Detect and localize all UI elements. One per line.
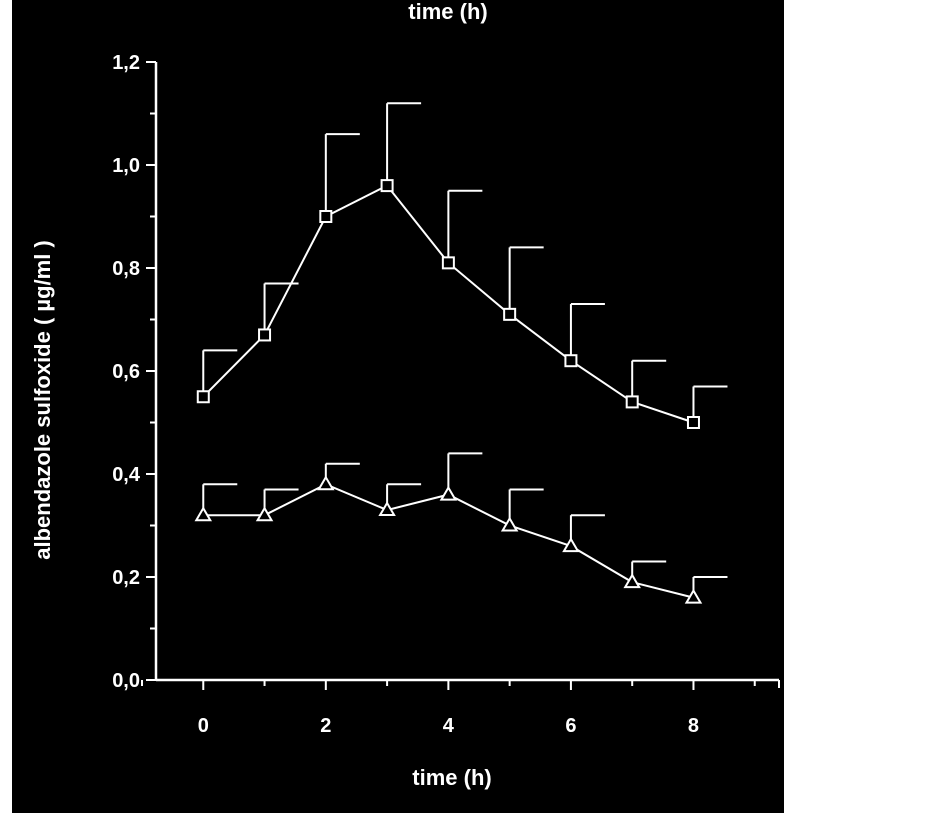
data-point-triangle bbox=[623, 573, 641, 589]
data-point-square bbox=[564, 354, 578, 368]
data-point-triangle bbox=[562, 537, 580, 553]
y-tick-label: 1,0 bbox=[112, 155, 140, 177]
chart-panel: time (h) 0,0 0,2 0,4 0,6 0,8 1,0 1,2 0 2 4 6 8 time… bbox=[12, 0, 784, 813]
series-layer bbox=[194, 102, 728, 604]
data-point-square bbox=[319, 210, 333, 223]
data-point-triangle bbox=[194, 506, 213, 522]
data-point-square bbox=[686, 416, 700, 429]
x-tick-label: 6 bbox=[565, 715, 576, 737]
y-tick-label: 0,0 bbox=[112, 670, 140, 692]
x-tick-label: 2 bbox=[320, 715, 331, 737]
data-point-square bbox=[196, 390, 210, 404]
x-tick-label: 0 bbox=[198, 715, 209, 737]
x-axis-title: time (h) bbox=[412, 765, 491, 790]
data-point-square bbox=[380, 179, 394, 193]
y-tick-label: 0,8 bbox=[112, 258, 140, 280]
series-square bbox=[196, 102, 728, 429]
data-point-triangle bbox=[500, 516, 519, 532]
data-point-triangle bbox=[317, 475, 335, 491]
x-tick-label: 4 bbox=[443, 715, 455, 737]
series-triangle bbox=[194, 452, 728, 604]
top-caption: time (h) bbox=[408, 0, 487, 24]
y-tick-label: 1,2 bbox=[112, 52, 140, 74]
y-tick-label: 0,4 bbox=[112, 464, 141, 486]
y-axis-title: albendazole sulfoxide ( µg/ml ) bbox=[30, 240, 55, 560]
data-point-square bbox=[258, 328, 272, 342]
data-point-triangle bbox=[684, 588, 703, 604]
chart: time (h) 0,0 0,2 0,4 0,6 0,8 1,0 1,2 0 2 4 6 8 time… bbox=[30, 0, 780, 790]
data-point-triangle bbox=[255, 506, 274, 522]
data-point-triangle bbox=[378, 501, 396, 517]
data-point-square bbox=[441, 256, 455, 270]
data-point-square bbox=[503, 307, 517, 321]
series-line bbox=[203, 483, 694, 599]
y-tick-label: 0,6 bbox=[112, 361, 140, 383]
data-point-triangle bbox=[439, 485, 458, 501]
y-tick-label: 0,2 bbox=[112, 567, 140, 589]
x-tick-label: 8 bbox=[688, 715, 699, 737]
data-point-square bbox=[625, 395, 639, 409]
axes: 0,0 0,2 0,4 0,6 0,8 1,0 1,2 0 2 4 6 8 bbox=[112, 52, 780, 737]
